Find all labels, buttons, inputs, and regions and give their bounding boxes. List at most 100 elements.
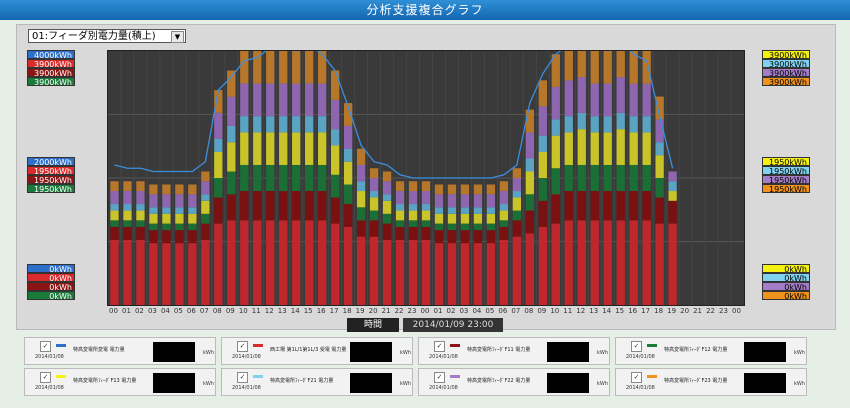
bar-segment — [330, 70, 340, 100]
graph-type-value: 01:フィーダ別電力量(積上) — [32, 31, 156, 42]
bar-segment — [382, 171, 392, 182]
series-checkbox[interactable]: ✓ — [40, 341, 51, 352]
bar-segment — [162, 213, 171, 224]
bar-segment — [188, 223, 197, 231]
bar-segment — [603, 164, 612, 192]
scale-badge: 3900kWh — [762, 59, 810, 69]
chevron-down-icon[interactable]: ▼ — [171, 31, 184, 43]
series-date: 2014/01/08 — [626, 385, 655, 391]
x-tick-label: 22 — [394, 307, 404, 315]
bar-segment — [473, 213, 483, 224]
bar-segment — [577, 129, 586, 165]
bar-segment — [447, 194, 457, 208]
bar-segment — [214, 197, 223, 224]
bar-segment — [188, 230, 197, 244]
bar-segment — [408, 191, 418, 205]
stacked-bar-chart — [108, 30, 744, 305]
bar-segment — [538, 135, 547, 152]
bar-segment — [447, 243, 457, 305]
graph-type-select[interactable]: 01:フィーダ別電力量(積上) ▼ — [28, 29, 186, 43]
series-checkbox[interactable]: ✓ — [434, 372, 445, 383]
bar-segment — [551, 86, 560, 120]
bar-segment — [577, 77, 586, 113]
bar-segment — [279, 164, 288, 192]
bar-segment — [512, 197, 522, 211]
x-tick-label: 06 — [498, 307, 508, 315]
bar-segment — [642, 191, 651, 221]
x-tick-label: 16 — [316, 307, 326, 315]
x-tick-label: 23 — [719, 307, 728, 315]
bar-segment — [201, 181, 210, 195]
bar-segment — [292, 164, 301, 192]
x-tick-label: 23 — [407, 307, 417, 315]
series-unit: kWh — [203, 350, 215, 356]
x-tick-label: 01 — [122, 307, 131, 315]
series-color-swatch — [56, 344, 66, 347]
bar-segment — [162, 207, 171, 214]
scale-badge: 1950kWh — [27, 175, 75, 185]
series-name: 西工場 第1L/1第1L/3 受電 電力量 — [270, 347, 347, 353]
series-color-swatch — [450, 344, 460, 347]
bar-segment — [525, 158, 534, 172]
bar-segment — [525, 210, 534, 234]
series-checkbox[interactable]: ✓ — [631, 341, 642, 352]
bar-segment — [512, 191, 522, 198]
series-checkbox[interactable]: ✓ — [237, 372, 248, 383]
bar-segment — [356, 148, 366, 165]
bar-segment — [668, 181, 677, 192]
bar-segment — [136, 226, 145, 240]
bar-segment — [486, 230, 496, 244]
bar-segment — [162, 184, 171, 195]
bar-segment — [343, 204, 353, 227]
x-tick-label: 14 — [602, 307, 612, 315]
bar-segment — [616, 220, 625, 305]
bar-segment — [266, 116, 275, 133]
scale-badge: 3900kWh — [762, 50, 810, 60]
bar-segment — [629, 51, 638, 84]
bar-segment — [305, 164, 314, 192]
scale-badge: 3900kWh — [762, 77, 810, 87]
series-checkbox[interactable]: ✓ — [434, 341, 445, 352]
series-date: 2014/01/08 — [626, 354, 655, 360]
series-checkbox[interactable]: ✓ — [237, 341, 248, 352]
bar-segment — [564, 220, 573, 305]
bar-segment — [642, 132, 651, 165]
bar-segment — [421, 226, 431, 240]
bar-segment — [201, 171, 210, 182]
bar-segment — [421, 239, 431, 305]
series-checkbox[interactable]: ✓ — [631, 372, 642, 383]
bar-segment — [421, 220, 431, 227]
scale-badge: 0kWh — [762, 273, 810, 283]
bar-segment — [629, 164, 638, 192]
bar-segment — [123, 220, 132, 227]
bar-segment — [655, 119, 664, 143]
bar-segment — [266, 132, 275, 165]
bar-segment — [629, 191, 638, 221]
bar-segment — [603, 116, 612, 133]
x-tick-label: 02 — [446, 307, 456, 315]
bar-segment — [460, 213, 470, 224]
bar-segment — [356, 191, 366, 208]
bar-segment — [447, 184, 457, 195]
series-checkbox[interactable]: ✓ — [40, 372, 51, 383]
bar-segment — [525, 132, 534, 159]
bar-segment — [214, 112, 223, 139]
bar-segment — [499, 220, 509, 227]
bar-segment — [149, 213, 158, 224]
bar-segment — [564, 164, 573, 192]
bar-segment — [590, 116, 599, 133]
bar-segment — [201, 223, 210, 240]
x-tick-label: 20 — [368, 307, 378, 315]
x-tick-label: 05 — [485, 307, 495, 315]
scale-badge: 3900kWh — [27, 68, 75, 78]
bar-segment — [292, 191, 301, 221]
series-color-swatch — [450, 375, 460, 378]
bar-segment — [188, 184, 197, 195]
series-color-swatch — [647, 375, 657, 378]
legend-item: ✓ 2014/01/08 特高変電所ﾌｨｰﾀﾞF12 電力量 kWh — [615, 337, 807, 365]
x-tick-label: 00 — [109, 307, 118, 315]
bar-segment — [564, 80, 573, 117]
bar-segment — [577, 164, 586, 192]
bar-segment — [668, 200, 677, 224]
x-tick-label: 11 — [251, 307, 261, 315]
